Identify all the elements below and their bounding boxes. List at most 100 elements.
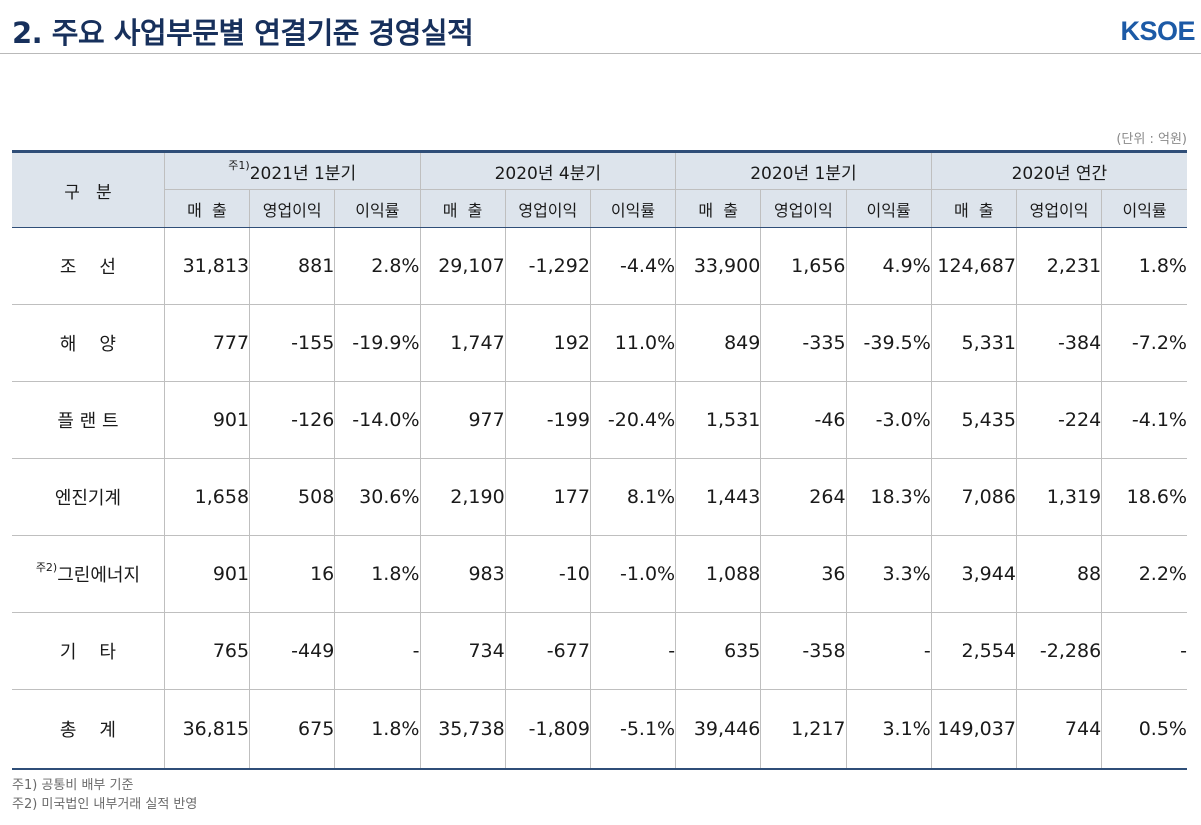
value-cell: 5,331 (930, 304, 1017, 382)
metric-header: 매 출 (675, 189, 762, 228)
row-label: 기 타 (12, 612, 165, 690)
value-cell: -3.0% (845, 381, 932, 459)
value-cell: 30.6% (334, 458, 421, 536)
value-cell: -335 (760, 304, 847, 382)
value-cell: -384 (1015, 304, 1103, 382)
row-label: 주2)그린에너지 (12, 535, 165, 613)
period-header: 2020년 1분기 (675, 150, 932, 190)
period-header: 2020년 연간 (930, 150, 1187, 190)
value-cell: 18.6% (1101, 458, 1187, 536)
value-cell: 1,319 (1015, 458, 1103, 536)
value-cell: 1,088 (675, 535, 762, 613)
value-cell: -20.4% (589, 381, 677, 459)
table-row: 기 타 765 -449-734 -677-635 -358-2,554 -2,286- (12, 612, 1187, 690)
value-cell: 849 (675, 304, 762, 382)
value-cell: 124,687 (930, 227, 1017, 305)
value-cell: 1,531 (675, 381, 762, 459)
value-cell: 744 (1015, 689, 1103, 770)
table-row: 총 계 36,815 675 1.8% 35,738 -1,809 -5.1% 39,446 1… (12, 689, 1187, 770)
value-cell: 36,815 (163, 689, 251, 770)
value-cell: 149,037 (930, 689, 1017, 770)
value-cell: - (589, 612, 677, 690)
value-cell: 901 (163, 381, 251, 459)
value-cell: -14.0% (334, 381, 421, 459)
row-label: 총 계 (12, 689, 165, 770)
value-cell: -155 (249, 304, 336, 382)
value-cell: 1.8% (334, 535, 421, 613)
value-cell: 635 (675, 612, 762, 690)
metric-header: 이익률 (334, 189, 421, 228)
unit-note: (단위 : 억원) (1116, 132, 1187, 147)
row-label: 엔진기계 (12, 458, 165, 536)
value-cell: 16 (249, 535, 336, 613)
value-cell: 1,747 (419, 304, 506, 382)
value-cell: 765 (163, 612, 251, 690)
metric-header: 매 출 (164, 189, 251, 228)
period-header: 주1)2021년 1분기 (163, 150, 421, 190)
value-cell: -224 (1015, 381, 1103, 459)
value-cell: 36 (760, 535, 847, 613)
metric-header: 이익률 (589, 189, 677, 228)
value-cell: 0.5% (1101, 689, 1187, 770)
footnotes: 주1) 공통비 배부 기준 주2) 미국법인 내부거래 실적 반영 (12, 776, 197, 814)
value-cell: 2,554 (930, 612, 1017, 690)
table-row: 해 양 777 -155 -19.9% 1,747 192 11.0% 849 -335 -39.… (12, 304, 1187, 382)
page-header: 2. 주요 사업부문별 연결기준 경영실적 KSOE (0, 0, 1201, 56)
footnote-2: 주2) 미국법인 내부거래 실적 반영 (12, 797, 198, 812)
value-cell: -19.9% (334, 304, 421, 382)
metric-header: 매 출 (419, 189, 506, 228)
value-cell: -4.4% (589, 227, 677, 305)
metric-header: 매 출 (930, 189, 1017, 228)
value-cell: 39,446 (675, 689, 762, 770)
value-cell: -46 (760, 381, 847, 459)
value-cell: -1.0% (589, 535, 677, 613)
metric-header: 영업이익 (504, 189, 591, 228)
table-row: 플 랜 트 901 -126 -14.0% 977 -199 -20.4% 1,531 -46-… (12, 381, 1187, 459)
value-cell: 675 (249, 689, 336, 770)
value-cell: -2,286 (1015, 612, 1103, 690)
table-row: 조 선 31,813 881 2.8% 29,107 -1,292 -4.4% 33,900 1… (12, 227, 1187, 305)
header-divider (0, 53, 1201, 54)
value-cell: 177 (504, 458, 591, 536)
value-cell: 734 (419, 612, 506, 690)
value-cell: -1,292 (504, 227, 591, 305)
value-cell: -1,809 (504, 689, 591, 770)
value-cell: -199 (504, 381, 591, 459)
value-cell: 18.3% (845, 458, 932, 536)
value-cell: 3,944 (930, 535, 1017, 613)
company-logo: KSOE (1120, 16, 1195, 46)
value-cell: - (334, 612, 421, 690)
value-cell: 2,190 (419, 458, 506, 536)
value-cell: 983 (419, 535, 506, 613)
value-cell: 977 (419, 381, 506, 459)
table-row: 주2)그린에너지 901 16 1.8% 983 -10 -1.0% 1,088 36 3.3% 3… (12, 535, 1187, 613)
value-cell: 901 (163, 535, 251, 613)
value-cell: 5,435 (930, 381, 1017, 459)
value-cell: - (845, 612, 932, 690)
value-cell: 1,443 (675, 458, 762, 536)
results-table: 구 분 주1)2021년 1분기 2020년 4분기 2020년 1분기 202… (12, 150, 1187, 770)
value-cell: 1,658 (163, 458, 251, 536)
row-note: 주2) (35, 561, 58, 574)
metric-header-row: 매 출 영업이익 이익률 매 출 영업이익 이익률 매 출 영업이익 이익률 매 출 영업이익 이익률 (12, 189, 1187, 228)
value-cell: 264 (760, 458, 847, 536)
value-cell: 1.8% (334, 689, 421, 770)
value-cell: 1,217 (760, 689, 847, 770)
row-label: 해 양 (12, 304, 165, 382)
period-header-row: 구 분 주1)2021년 1분기 2020년 4분기 2020년 1분기 202… (12, 150, 1187, 228)
value-cell: -4.1% (1101, 381, 1187, 459)
metric-header: 이익률 (845, 189, 932, 228)
row-label: 조 선 (12, 227, 165, 305)
page-title: 2. 주요 사업부문별 연결기준 경영실적 (12, 16, 474, 50)
value-cell: 4.9% (845, 227, 932, 305)
table-body: 조 선 31,813 881 2.8% 29,107 -1,292 -4.4% 33,900 1… (12, 227, 1187, 770)
value-cell: 35,738 (419, 689, 506, 770)
metric-header: 영업이익 (760, 189, 847, 228)
value-cell: 29,107 (419, 227, 506, 305)
value-cell: -10 (504, 535, 591, 613)
value-cell: 2,231 (1015, 227, 1103, 305)
footnote-1: 주1) 공통비 배부 기준 (12, 778, 134, 793)
value-cell: 2.2% (1101, 535, 1187, 613)
value-cell: -358 (760, 612, 847, 690)
value-cell: -39.5% (845, 304, 932, 382)
